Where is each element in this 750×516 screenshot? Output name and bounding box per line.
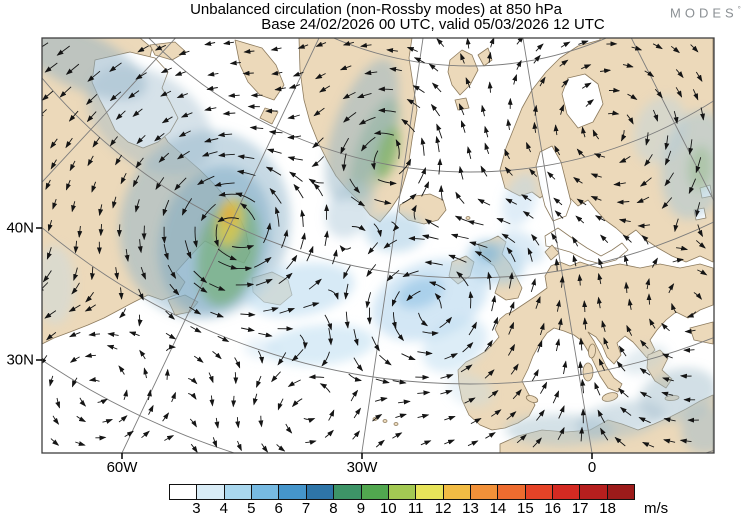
colorbar-tick-17: 17 bbox=[571, 500, 589, 516]
modes-logo-mark: ° bbox=[737, 5, 741, 14]
colorbar-cell bbox=[469, 485, 498, 499]
colorbar-tick-3: 3 bbox=[192, 500, 201, 516]
colorbar-tick-12: 12 bbox=[434, 500, 452, 516]
colorbar-cell bbox=[579, 485, 607, 499]
wind-speed-region bbox=[376, 126, 400, 180]
colorbar-cell bbox=[387, 485, 416, 499]
colorbar-tick-7: 7 bbox=[301, 500, 311, 516]
modes-logo-text: MODES bbox=[670, 5, 738, 21]
figure-title: Unbalanced circulation (non-Rossby modes… bbox=[190, 1, 562, 18]
wind-arrows-layer bbox=[42, 38, 708, 453]
wind-speed-region bbox=[244, 338, 280, 358]
wind-speed-region bbox=[476, 244, 500, 264]
colorbar-tick-6: 6 bbox=[274, 500, 283, 516]
colorbar-tick-11: 11 bbox=[407, 500, 424, 516]
colorbar-cell bbox=[606, 485, 635, 499]
wind-speed-region bbox=[349, 97, 401, 203]
colorbar-tick-18: 18 bbox=[599, 500, 616, 516]
lat-label-30N: 30N bbox=[6, 351, 34, 369]
colorbar-cell bbox=[170, 485, 197, 499]
colorbar-cell bbox=[360, 485, 388, 499]
colorbar-tick-13: 13 bbox=[462, 500, 479, 516]
wind-speed-region bbox=[622, 345, 668, 375]
colorbar-tick-8: 8 bbox=[329, 500, 338, 516]
colorbar-cell bbox=[415, 485, 443, 499]
wind-speed-region bbox=[681, 406, 714, 453]
figure-subtitle: Base 24/02/2026 00 UTC, valid 05/03/2026… bbox=[261, 16, 605, 33]
colorbar-cell bbox=[524, 485, 553, 499]
lon-label-0: 0 bbox=[587, 459, 597, 476]
colorbar-cell bbox=[333, 485, 361, 499]
colorbar-unit: m/s bbox=[644, 500, 669, 516]
colorbar-cell bbox=[196, 485, 224, 499]
colorbar-tick-15: 15 bbox=[517, 500, 534, 516]
wind-shading-layer bbox=[42, 38, 714, 453]
colorbar-tick-14: 14 bbox=[489, 500, 507, 516]
colorbar-cell bbox=[223, 485, 252, 499]
lon-label-60W: 60W bbox=[106, 459, 138, 476]
modes-logo: MODES° bbox=[670, 5, 741, 20]
colorbar-cell bbox=[305, 485, 334, 499]
wind-speed-region bbox=[42, 245, 75, 325]
colorbar-tick-5: 5 bbox=[247, 500, 256, 516]
lat-label-40N: 40N bbox=[6, 219, 34, 237]
colorbar-cell bbox=[442, 485, 470, 499]
colorbar-cell bbox=[278, 485, 306, 499]
wind-speed-region bbox=[446, 372, 494, 408]
colorbar-cell bbox=[497, 485, 525, 499]
colorbar-tick-16: 16 bbox=[544, 500, 562, 516]
colorbar-tick-4: 4 bbox=[219, 500, 228, 516]
wind-speed-region bbox=[365, 212, 425, 252]
wind-speed-region bbox=[265, 324, 375, 366]
colorbar-cell bbox=[251, 485, 279, 499]
wind-speed-region bbox=[245, 262, 355, 318]
wind-speed-region bbox=[196, 197, 260, 307]
wind-speed-region bbox=[325, 181, 375, 239]
colorbar-tick-9: 9 bbox=[356, 500, 366, 516]
colorbar bbox=[169, 484, 635, 500]
map-frame bbox=[41, 37, 715, 454]
colorbar-tick-10: 10 bbox=[379, 500, 397, 516]
lon-label-30W: 30W bbox=[346, 459, 378, 476]
colorbar-cell bbox=[552, 485, 580, 499]
